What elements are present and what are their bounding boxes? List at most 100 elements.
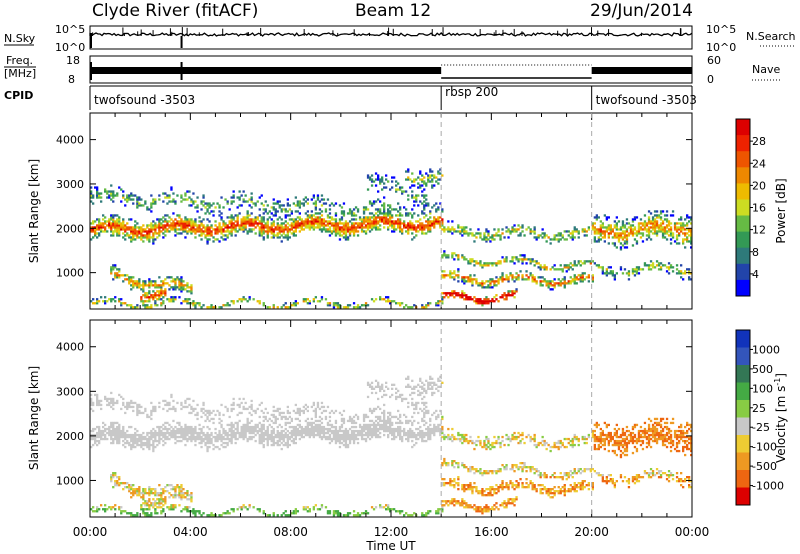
velocity-cell: [340, 423, 344, 427]
power-cell: [342, 236, 346, 239]
power-cell: [154, 294, 157, 297]
power-cell: [621, 224, 625, 227]
power-cell: [569, 276, 572, 279]
power-cell: [427, 202, 430, 205]
velocity-cell: [188, 437, 191, 441]
velocity-cell: [276, 441, 279, 445]
power-cell: [447, 220, 450, 223]
power-cell: [545, 284, 548, 287]
power-cell: [184, 216, 187, 219]
velocity-cell: [188, 431, 191, 435]
power-cell: [338, 232, 342, 235]
velocity-cell: [142, 488, 145, 491]
power-cell: [684, 246, 687, 249]
power-cell: [427, 228, 430, 231]
velocity-cell: [144, 504, 147, 507]
power-cell: [186, 302, 189, 305]
power-cell: [262, 226, 265, 229]
power-cell: [645, 224, 649, 227]
velocity-cell: [250, 425, 253, 429]
velocity-cell: [172, 506, 175, 509]
velocity-cell: [194, 425, 197, 429]
velocity-cell: [176, 435, 179, 439]
power-cell: [368, 176, 372, 179]
power-cell: [278, 224, 281, 227]
power-cell: [601, 266, 604, 269]
velocity-cell: [114, 482, 117, 485]
velocity-cell: [258, 437, 261, 441]
power-cell: [228, 230, 231, 233]
velocity-cell: [110, 391, 113, 395]
power-cell: [409, 224, 412, 227]
power-cell: [593, 222, 596, 225]
power-cell: [413, 196, 416, 199]
power-cell: [92, 222, 95, 225]
power-cell: [597, 232, 600, 235]
power-cell: [154, 200, 157, 203]
power-cell: [92, 302, 95, 305]
velocity-cell: [350, 417, 354, 421]
power-cell: [250, 200, 253, 203]
power-cell: [208, 220, 211, 223]
power-cell: [224, 222, 227, 225]
power-cell: [661, 220, 665, 223]
power-cell: [172, 300, 175, 303]
power-cell: [188, 286, 191, 289]
nsky-tick-bottom: 10^0: [55, 41, 85, 54]
power-cell: [505, 230, 508, 233]
power-cell: [383, 206, 386, 209]
power-cell: [639, 226, 643, 229]
power-cell: [366, 208, 370, 211]
power-cell: [272, 202, 275, 205]
velocity-cell: [344, 433, 348, 437]
power-cell: [308, 220, 311, 223]
power-cell: [395, 222, 398, 225]
power-cell: [423, 216, 426, 219]
velocity-cell: [362, 433, 366, 437]
velocity-cell: [202, 401, 205, 405]
power-cell: [238, 198, 241, 201]
velocity-cell: [202, 512, 205, 515]
power-cell: [120, 274, 123, 277]
power-cell: [571, 268, 574, 271]
power-cell: [417, 204, 420, 207]
velocity-cell: [358, 429, 362, 433]
power-cell: [383, 208, 386, 211]
velocity-cell: [326, 510, 330, 513]
power-cell: [352, 212, 356, 215]
velocity-cell: [262, 425, 265, 429]
power-cell: [108, 196, 111, 199]
velocity-cell: [102, 429, 105, 433]
velocity-cell: [136, 405, 139, 409]
power-cell: [435, 304, 438, 307]
velocity-cell: [124, 433, 127, 437]
velocity-cell: [120, 431, 123, 435]
velocity-cell: [290, 419, 293, 423]
velocity-cell: [370, 435, 374, 439]
power-cell: [142, 290, 145, 293]
power-cell: [212, 228, 215, 231]
power-cell: [387, 226, 390, 229]
velocity-cell: [360, 431, 364, 435]
power-cell: [336, 224, 340, 227]
velocity-cell: [142, 490, 145, 493]
power-cell: [366, 224, 370, 227]
velocity-cell: [180, 435, 183, 439]
power-cell: [90, 300, 93, 303]
power-cell: [657, 228, 661, 231]
power-cell: [90, 228, 93, 231]
power-cell: [541, 266, 544, 269]
power-cell: [96, 236, 99, 239]
power-cell: [521, 274, 524, 277]
power-cell: [168, 194, 171, 197]
velocity-cell: [314, 429, 317, 433]
power-cell: [198, 234, 201, 237]
velocity-cell: [280, 425, 283, 429]
power-cell: [348, 226, 352, 229]
velocity-cell: [278, 431, 281, 435]
power-cell: [100, 226, 103, 229]
velocity-cell: [260, 401, 263, 405]
velocity-cell: [98, 508, 101, 511]
power-cell: [678, 270, 681, 273]
power-cell: [170, 224, 173, 227]
